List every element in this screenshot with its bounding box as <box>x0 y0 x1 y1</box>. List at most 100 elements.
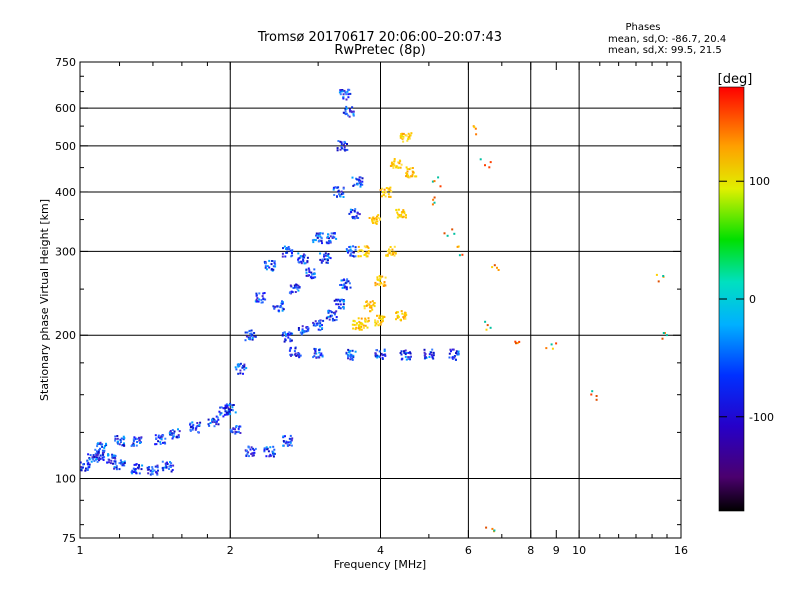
data-point <box>342 96 345 99</box>
data-point <box>370 306 373 309</box>
data-point <box>302 253 305 256</box>
data-point <box>333 311 336 314</box>
data-point <box>448 352 451 355</box>
x-tick-label: 2 <box>227 544 234 557</box>
data-point <box>352 184 355 187</box>
data-point <box>348 282 351 285</box>
data-point <box>377 321 379 323</box>
data-point <box>303 256 306 259</box>
data-point <box>130 445 133 447</box>
data-point <box>344 91 347 94</box>
data-point <box>384 276 387 279</box>
data-point <box>289 441 292 444</box>
data-point <box>302 258 305 261</box>
data-point <box>150 472 153 475</box>
data-point <box>222 407 225 410</box>
data-point <box>331 317 334 320</box>
data-point <box>169 461 171 464</box>
data-point <box>290 332 292 335</box>
data-point <box>314 320 317 323</box>
data-point <box>289 284 292 287</box>
data-point <box>405 352 408 354</box>
data-point <box>332 235 335 238</box>
data-point <box>291 254 294 257</box>
data-point <box>398 159 401 162</box>
data-point <box>159 437 162 440</box>
data-point <box>409 356 411 359</box>
data-point <box>272 455 275 458</box>
data-point <box>345 93 348 96</box>
data-point <box>357 178 360 181</box>
data-point <box>290 438 293 440</box>
colorbar-tick-label: 100 <box>749 175 770 188</box>
data-point <box>358 176 361 179</box>
data-point <box>232 404 235 406</box>
data-point <box>433 196 436 199</box>
data-point <box>493 529 496 532</box>
data-point <box>360 249 363 252</box>
data-point <box>358 328 361 331</box>
data-point <box>355 215 358 218</box>
data-point <box>378 316 381 318</box>
data-point <box>397 316 400 318</box>
data-point <box>318 351 321 354</box>
data-point <box>253 332 256 334</box>
data-point <box>388 195 390 198</box>
data-point <box>96 450 98 453</box>
data-point <box>346 143 348 145</box>
data-point <box>261 295 264 298</box>
data-point <box>496 266 498 269</box>
data-point <box>406 170 409 173</box>
data-point <box>358 182 361 185</box>
data-point <box>314 276 317 279</box>
data-point <box>320 240 323 243</box>
x-tick-label: 4 <box>377 544 384 557</box>
data-point <box>402 215 405 218</box>
data-point <box>166 463 169 465</box>
data-point <box>339 148 342 151</box>
data-point <box>358 325 360 327</box>
data-point <box>235 425 237 428</box>
data-point <box>121 462 124 465</box>
data-point <box>288 248 291 251</box>
data-point <box>104 445 106 448</box>
data-point <box>321 232 324 235</box>
data-point <box>351 254 354 257</box>
data-point <box>383 350 386 352</box>
data-point <box>321 259 324 262</box>
data-point <box>446 234 449 237</box>
data-point <box>172 464 175 467</box>
data-point <box>381 317 384 320</box>
data-point <box>277 309 280 312</box>
data-point <box>135 438 138 440</box>
data-point <box>162 441 164 444</box>
data-point <box>268 266 271 269</box>
data-point <box>377 324 380 327</box>
data-point <box>449 348 452 351</box>
data-point <box>341 89 344 91</box>
data-point <box>290 353 293 356</box>
data-point <box>168 468 170 470</box>
data-point <box>345 286 348 289</box>
data-point <box>347 96 350 99</box>
data-point <box>121 444 124 447</box>
data-point <box>170 470 173 473</box>
data-point <box>177 436 180 439</box>
data-point <box>391 161 393 164</box>
data-point <box>105 444 108 447</box>
data-point <box>315 234 317 237</box>
data-point <box>80 466 83 469</box>
data-point <box>312 356 315 359</box>
data-point <box>337 298 340 301</box>
data-point <box>405 313 408 316</box>
data-point <box>399 135 402 137</box>
data-point <box>272 453 275 456</box>
data-point <box>375 220 378 223</box>
data-point <box>102 451 105 454</box>
data-point <box>161 435 164 438</box>
data-point <box>86 468 89 471</box>
data-point <box>335 303 338 306</box>
data-point <box>341 298 343 301</box>
data-point <box>156 473 159 476</box>
data-point <box>276 305 279 308</box>
